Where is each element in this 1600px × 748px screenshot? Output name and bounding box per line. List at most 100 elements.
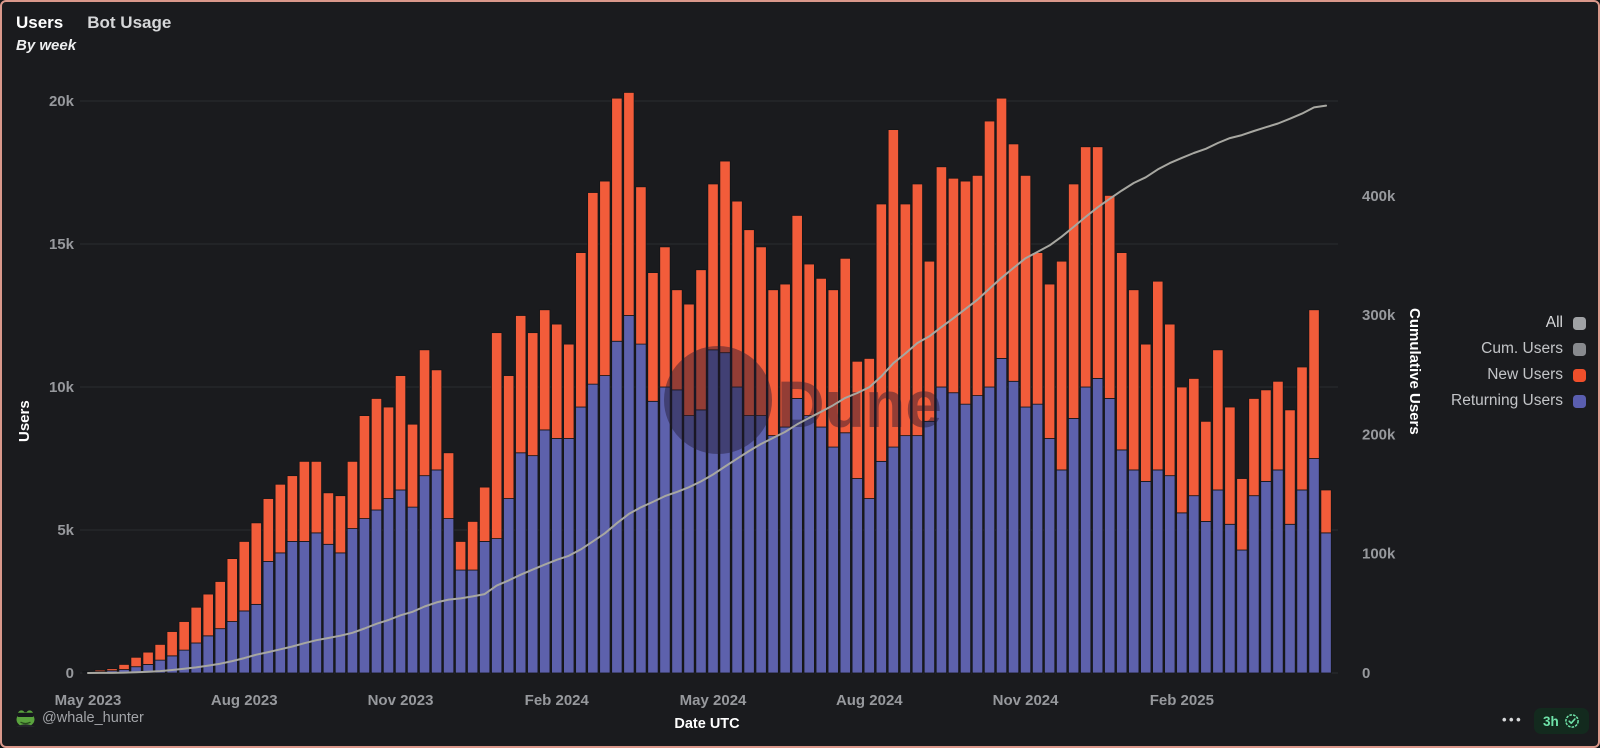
bar-returning-users[interactable] — [406, 506, 419, 674]
bar-returning-users[interactable] — [322, 543, 335, 674]
bar-new-users[interactable] — [1128, 289, 1140, 471]
bar-returning-users[interactable] — [226, 621, 238, 674]
bar-new-users[interactable] — [827, 289, 839, 448]
bar-new-users[interactable] — [250, 522, 262, 605]
bar-new-users[interactable] — [1320, 489, 1332, 534]
bar-returning-users[interactable] — [370, 509, 383, 674]
bar-returning-users[interactable] — [1031, 403, 1044, 674]
bar-returning-users[interactable] — [1092, 378, 1104, 674]
bar-new-users[interactable] — [94, 669, 106, 672]
legend-item-cum-users[interactable]: Cum. Users — [1451, 336, 1586, 362]
bar-new-users[interactable] — [1140, 343, 1152, 482]
bar-new-users[interactable] — [1031, 252, 1044, 405]
bar-new-users[interactable] — [755, 246, 767, 417]
bar-new-users[interactable] — [671, 289, 683, 391]
bar-new-users[interactable] — [923, 260, 936, 422]
bar-returning-users[interactable] — [1224, 523, 1236, 674]
bar-returning-users[interactable] — [851, 478, 863, 674]
bar-new-users[interactable] — [262, 498, 274, 562]
bar-returning-users[interactable] — [1308, 458, 1320, 674]
bar-returning-users[interactable] — [551, 438, 563, 674]
bar-returning-users[interactable] — [659, 386, 671, 674]
bar-new-users[interactable] — [274, 483, 286, 554]
bar-new-users[interactable] — [1248, 398, 1260, 497]
bar-new-users[interactable] — [1116, 252, 1128, 451]
bar-returning-users[interactable] — [418, 475, 431, 674]
bar-returning-users[interactable] — [863, 498, 875, 674]
bar-new-users[interactable] — [406, 423, 419, 508]
bar-new-users[interactable] — [983, 120, 996, 388]
bar-new-users[interactable] — [382, 406, 395, 499]
bar-returning-users[interactable] — [1104, 398, 1116, 674]
bar-returning-users[interactable] — [1080, 386, 1092, 674]
bar-returning-users[interactable] — [995, 357, 1008, 674]
bar-new-users[interactable] — [719, 160, 731, 354]
bar-new-users[interactable] — [166, 631, 178, 657]
bar-new-users[interactable] — [1260, 389, 1272, 482]
bar-returning-users[interactable] — [971, 395, 984, 674]
bar-returning-users[interactable] — [274, 552, 286, 674]
bar-new-users[interactable] — [130, 656, 142, 668]
bar-new-users[interactable] — [370, 398, 383, 511]
bar-new-users[interactable] — [1176, 386, 1188, 514]
bar-new-users[interactable] — [767, 289, 779, 437]
bar-new-users[interactable] — [623, 92, 635, 316]
bar-new-users[interactable] — [286, 475, 298, 542]
bar-new-users[interactable] — [1080, 146, 1092, 388]
bar-returning-users[interactable] — [1152, 469, 1164, 674]
bar-returning-users[interactable] — [250, 603, 262, 674]
bar-returning-users[interactable] — [382, 498, 395, 674]
bar-new-users[interactable] — [310, 460, 322, 534]
bar-returning-users[interactable] — [1068, 418, 1080, 674]
bar-returning-users[interactable] — [346, 528, 359, 674]
last-refresh-badge[interactable]: 3h — [1534, 708, 1589, 734]
bar-new-users[interactable] — [491, 332, 503, 539]
bar-new-users[interactable] — [298, 460, 310, 542]
bar-new-users[interactable] — [1164, 323, 1176, 477]
bar-new-users[interactable] — [1188, 378, 1200, 497]
bar-new-users[interactable] — [743, 229, 755, 416]
bar-returning-users[interactable] — [1128, 469, 1140, 674]
bar-returning-users[interactable] — [479, 541, 491, 674]
bar-returning-users[interactable] — [515, 452, 527, 674]
bar-returning-users[interactable] — [1248, 495, 1260, 674]
bar-new-users[interactable] — [118, 664, 130, 670]
bar-new-users[interactable] — [527, 332, 539, 457]
bar-new-users[interactable] — [1308, 309, 1320, 459]
bar-returning-users[interactable] — [827, 446, 839, 674]
bar-returning-users[interactable] — [815, 426, 827, 674]
cumulative-users-line[interactable] — [87, 104, 1328, 674]
bar-new-users[interactable] — [322, 492, 335, 545]
bar-new-users[interactable] — [479, 486, 491, 542]
bar-new-users[interactable] — [515, 315, 527, 454]
bar-new-users[interactable] — [887, 129, 899, 448]
bar-returning-users[interactable] — [647, 400, 659, 674]
bar-new-users[interactable] — [154, 644, 166, 661]
bar-returning-users[interactable] — [899, 435, 911, 674]
bar-new-users[interactable] — [214, 581, 226, 630]
bar-new-users[interactable] — [503, 375, 515, 499]
bar-returning-users[interactable] — [1019, 406, 1032, 674]
bar-new-users[interactable] — [1104, 194, 1116, 399]
bar-new-users[interactable] — [190, 606, 202, 644]
bar-returning-users[interactable] — [1140, 480, 1152, 674]
bar-new-users[interactable] — [178, 621, 190, 651]
bar-new-users[interactable] — [1044, 283, 1056, 439]
bar-returning-users[interactable] — [947, 392, 960, 674]
bar-new-users[interactable] — [1092, 146, 1104, 379]
bar-new-users[interactable] — [659, 246, 671, 388]
author-attribution[interactable]: @whale_hunter — [16, 708, 144, 727]
bar-new-users[interactable] — [1224, 406, 1236, 525]
bar-new-users[interactable] — [611, 97, 623, 342]
bar-returning-users[interactable] — [767, 435, 779, 674]
bar-returning-users[interactable] — [1176, 512, 1188, 674]
widget-header[interactable]: Users Bot Usage By week — [16, 13, 171, 54]
bar-new-users[interactable] — [791, 214, 803, 399]
bar-new-users[interactable] — [779, 283, 791, 428]
bar-returning-users[interactable] — [1320, 532, 1332, 674]
bar-new-users[interactable] — [815, 277, 827, 428]
bar-new-users[interactable] — [455, 541, 467, 571]
bar-returning-users[interactable] — [467, 569, 479, 674]
bar-new-users[interactable] — [1236, 478, 1248, 551]
bar-new-users[interactable] — [587, 192, 599, 385]
